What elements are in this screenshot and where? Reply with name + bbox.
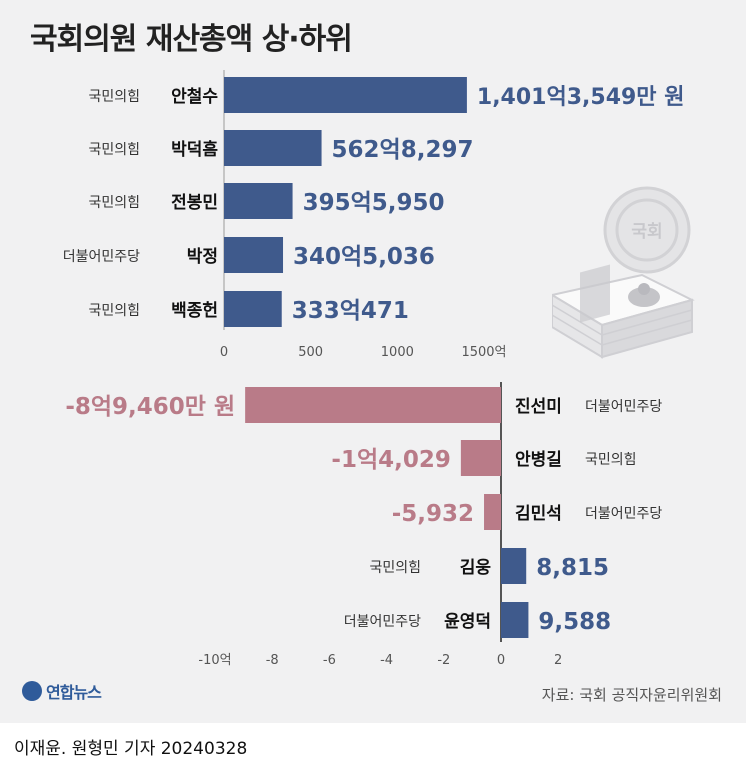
top-party-label: 국민의힘 bbox=[88, 142, 140, 158]
bottom-x-tick-label: -8 bbox=[266, 653, 279, 668]
bottom-value-label: 9,588 bbox=[538, 609, 611, 635]
chart-title: 국회의원 재산총액 상·하위 bbox=[30, 22, 353, 57]
top-bar bbox=[224, 183, 293, 219]
bottom-value-label: -5,932 bbox=[392, 501, 474, 527]
bottom-bar bbox=[501, 548, 527, 584]
bottom-x-tick-label: 2 bbox=[554, 653, 562, 668]
bottom-value-label: 8,815 bbox=[536, 555, 609, 581]
bottom-name-label: 김웅 bbox=[460, 558, 492, 578]
bottom-bar bbox=[245, 387, 501, 423]
bottom-party-label: 더불어민주당 bbox=[585, 399, 662, 415]
bottom-x-tick-label: -10억 bbox=[198, 653, 231, 668]
bottom-value-label: -1억4,029 bbox=[331, 447, 450, 473]
top-party-label: 국민의힘 bbox=[88, 303, 140, 319]
credit-line: 이재윤. 원형민 기자 20240328 bbox=[14, 739, 248, 759]
yonhap-logo: 연합뉴스 bbox=[22, 679, 102, 703]
top-x-tick-label: 1500억 bbox=[461, 345, 506, 360]
top-bar bbox=[224, 291, 282, 327]
top-bar bbox=[224, 237, 284, 273]
logo-text: 연합뉴스 bbox=[46, 683, 102, 702]
top-x-tick-label: 1000 bbox=[381, 345, 414, 360]
top-value-label: 562억8,297 bbox=[332, 137, 474, 163]
top-value-label: 333억471 bbox=[292, 298, 409, 324]
bottom-name-label: 진선미 bbox=[515, 397, 562, 417]
bottom-x-tick-label: 0 bbox=[497, 653, 505, 668]
top-value-label: 1,401억3,549만 원 bbox=[477, 85, 685, 110]
top-party-label: 국민의힘 bbox=[88, 195, 140, 211]
top-bar bbox=[224, 130, 322, 166]
top-value-label: 340억5,036 bbox=[293, 244, 435, 270]
assembly-emblem: 국회 bbox=[603, 186, 691, 274]
bottom-bar bbox=[484, 494, 501, 530]
top-x-tick-label: 500 bbox=[298, 345, 323, 360]
top-name-label: 백종헌 bbox=[171, 301, 218, 321]
bottom-value-label: -8억9,460만 원 bbox=[65, 394, 235, 420]
bottom-name-label: 김민석 bbox=[515, 504, 562, 524]
bottom-name-label: 윤영덕 bbox=[444, 612, 491, 632]
top-name-label: 박정 bbox=[187, 247, 218, 267]
bottom-bar bbox=[460, 440, 501, 476]
bottom-x-tick-label: -6 bbox=[323, 653, 336, 668]
bottom-name-label: 안병길 bbox=[515, 450, 562, 470]
top-name-label: 안철수 bbox=[171, 87, 218, 107]
bottom-party-label: 국민의힘 bbox=[585, 452, 637, 468]
yonhap-logo-icon bbox=[22, 681, 42, 701]
top-value-label: 395억5,950 bbox=[303, 190, 445, 216]
bottom-x-tick-label: -4 bbox=[380, 653, 393, 668]
bottom-x-tick-label: -2 bbox=[437, 653, 450, 668]
top-name-label: 전봉민 bbox=[171, 193, 218, 213]
chart-panel bbox=[0, 0, 746, 723]
bottom-bar bbox=[501, 602, 529, 638]
bottom-party-label: 국민의힘 bbox=[369, 560, 421, 576]
bottom-party-label: 더불어민주당 bbox=[344, 614, 421, 630]
top-name-label: 박덕흠 bbox=[171, 139, 218, 160]
top-x-tick-label: 0 bbox=[220, 345, 228, 360]
top-party-label: 국민의힘 bbox=[88, 89, 140, 105]
emblem-text: 국회 bbox=[631, 222, 662, 242]
money-emblem-illustration: 국회 bbox=[552, 186, 695, 359]
money-stack-icon bbox=[552, 264, 695, 359]
source-note: 자료: 국회 공직자윤리위원회 bbox=[541, 686, 722, 704]
bottom-party-label: 더불어민주당 bbox=[585, 506, 662, 522]
top-party-label: 더불어민주당 bbox=[63, 249, 140, 265]
top-bar bbox=[224, 77, 467, 113]
